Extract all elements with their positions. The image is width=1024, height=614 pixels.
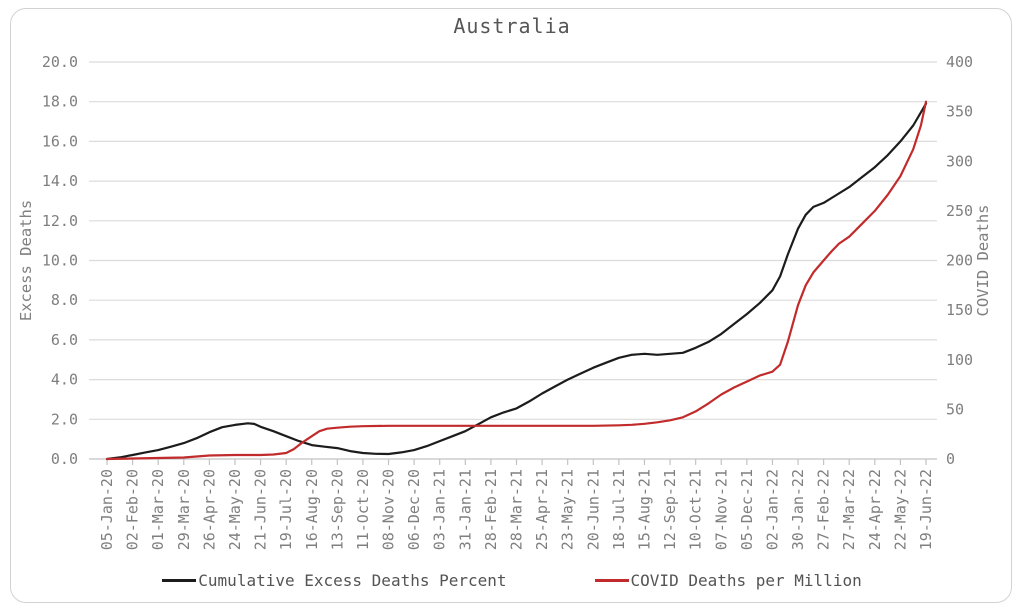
right-axis-tick-label: 250 bbox=[946, 202, 973, 220]
chart-card bbox=[10, 8, 1012, 603]
left-axis-title: Excess Deaths bbox=[17, 200, 35, 321]
left-axis-tick-label: 16.0 bbox=[42, 132, 78, 150]
x-axis-tick-label: 26-Apr-20 bbox=[200, 469, 218, 550]
x-axis-tick-label: 10-Oct-21 bbox=[687, 469, 705, 550]
legend-swatch-excess-deaths bbox=[162, 578, 197, 583]
left-axis-tick-label: 0.0 bbox=[51, 450, 78, 468]
x-axis-tick-label: 25-Apr-21 bbox=[533, 469, 551, 550]
x-axis-tick-label: 16-Aug-20 bbox=[303, 469, 321, 550]
x-axis-tick-label: 12-Sep-21 bbox=[661, 469, 679, 550]
x-axis-tick-label: 24-Apr-22 bbox=[866, 469, 884, 550]
x-axis-tick-label: 22-May-22 bbox=[891, 469, 909, 550]
x-axis-tick-label: 02-Jan-22 bbox=[763, 469, 781, 550]
chart-title: Australia bbox=[453, 14, 571, 38]
legend-item-excess-deaths: Cumulative Excess Deaths Percent bbox=[162, 571, 507, 590]
right-axis-tick-label: 100 bbox=[946, 351, 973, 369]
x-axis-tick-label: 28-Mar-21 bbox=[508, 469, 526, 550]
left-axis-tick-label: 20.0 bbox=[42, 53, 78, 71]
x-axis-tick-label: 13-Sep-20 bbox=[328, 469, 346, 550]
x-axis-tick-label: 20-Jun-21 bbox=[584, 469, 602, 550]
x-axis-tick-label: 28-Feb-21 bbox=[482, 469, 500, 550]
x-axis-tick-label: 29-Mar-20 bbox=[175, 469, 193, 550]
left-axis-tick-label: 18.0 bbox=[42, 93, 78, 111]
left-axis-tick-label: 8.0 bbox=[51, 291, 78, 309]
cumulative-excess-deaths-percent-line bbox=[105, 102, 928, 461]
right-axis-tick-label: 150 bbox=[946, 301, 973, 319]
x-axis-tick-label: 02-Feb-20 bbox=[124, 469, 142, 550]
x-axis-tick-label: 27-Mar-22 bbox=[840, 469, 858, 550]
x-axis-tick-label: 31-Jan-21 bbox=[456, 469, 474, 550]
x-axis-tick-label: 05-Dec-21 bbox=[738, 469, 756, 550]
right-axis-tick-label: 0 bbox=[946, 450, 955, 468]
right-axis-tick-label: 300 bbox=[946, 152, 973, 170]
x-axis-tick-label: 03-Jan-21 bbox=[431, 469, 449, 550]
legend-item-covid-deaths: COVID Deaths per Million bbox=[594, 571, 862, 590]
x-axis-tick-label: 24-May-20 bbox=[226, 469, 244, 550]
x-axis-tick-label: 23-May-21 bbox=[559, 469, 577, 550]
right-axis-title: COVID Deaths bbox=[974, 205, 992, 317]
legend-label-covid-deaths: COVID Deaths per Million bbox=[630, 571, 862, 590]
x-axis-tick-label: 27-Feb-22 bbox=[815, 469, 833, 550]
x-axis-tick-label: 21-Jun-20 bbox=[252, 469, 270, 550]
x-axis-tick-label: 08-Nov-20 bbox=[380, 469, 398, 550]
x-axis-tick-label: 15-Aug-21 bbox=[635, 469, 653, 550]
x-axis-tick-label: 05-Jan-20 bbox=[98, 469, 116, 550]
right-axis-tick-label: 350 bbox=[946, 103, 973, 121]
left-axis-tick-label: 4.0 bbox=[51, 371, 78, 389]
x-axis-tick-label: 01-Mar-20 bbox=[149, 469, 167, 550]
left-axis-tick-label: 12.0 bbox=[42, 212, 78, 230]
legend: Cumulative Excess Deaths Percent COVID D… bbox=[0, 571, 1024, 590]
x-axis-tick-label: 18-Jul-21 bbox=[610, 469, 628, 550]
left-axis-tick-label: 6.0 bbox=[51, 331, 78, 349]
x-axis-tick-label: 06-Dec-20 bbox=[405, 469, 423, 550]
left-axis-tick-label: 10.0 bbox=[42, 252, 78, 270]
right-axis-tick-label: 50 bbox=[946, 400, 964, 418]
x-axis-tick-label: 07-Nov-21 bbox=[712, 469, 730, 550]
right-axis-tick-label: 400 bbox=[946, 53, 973, 71]
legend-swatch-covid-deaths bbox=[594, 578, 629, 583]
legend-label-excess-deaths: Cumulative Excess Deaths Percent bbox=[198, 571, 507, 590]
x-axis-tick-label: 30-Jan-22 bbox=[789, 469, 807, 550]
covid-deaths-per-million-line bbox=[105, 100, 928, 461]
x-axis-tick-label: 19-Jul-20 bbox=[277, 469, 295, 550]
x-axis-tick-label: 11-Oct-20 bbox=[354, 469, 372, 550]
x-axis-tick-label: 19-Jun-22 bbox=[917, 469, 935, 550]
left-axis-tick-label: 2.0 bbox=[51, 410, 78, 428]
right-axis-tick-label: 200 bbox=[946, 252, 973, 270]
left-axis-tick-label: 14.0 bbox=[42, 172, 78, 190]
